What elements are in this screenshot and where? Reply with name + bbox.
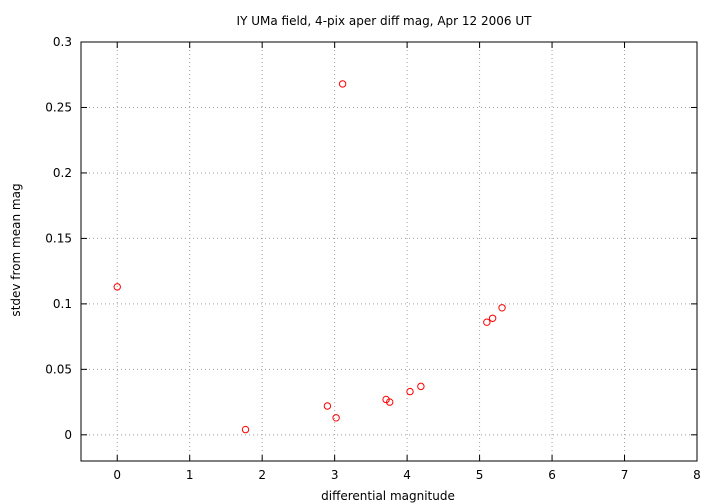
data-point xyxy=(332,414,340,422)
x-tick-label: 8 xyxy=(693,468,701,482)
y-tick-label: 0.3 xyxy=(53,35,72,49)
x-tick-label: 1 xyxy=(186,468,194,482)
x-tick-label: 4 xyxy=(403,468,411,482)
data-point xyxy=(417,382,425,391)
data-point xyxy=(338,80,347,88)
plot-frame xyxy=(80,41,698,462)
chart-title: IY UMa field, 4-pix aper diff mag, Apr 1… xyxy=(237,14,533,28)
y-tick-label: 0.2 xyxy=(53,166,72,180)
x-tick-label: 0 xyxy=(113,468,121,482)
y-tick-label: 0 xyxy=(64,428,72,442)
data-point xyxy=(483,318,491,326)
y-tick-label: 0.1 xyxy=(53,297,72,311)
y-tick-labels: 0 0.05 0.1 0.15 0.2 0.25 0.3 xyxy=(45,35,72,442)
x-tick-label: 5 xyxy=(476,468,484,482)
data-point xyxy=(241,425,250,434)
data-point xyxy=(113,283,121,291)
y-tick-label: 0.05 xyxy=(45,362,72,376)
x-tick-label: 6 xyxy=(548,468,556,482)
y-tick-label: 0.25 xyxy=(45,100,72,114)
axis-ticks xyxy=(81,41,698,461)
x-tick-label: 3 xyxy=(331,468,339,482)
data-point xyxy=(488,314,497,322)
data-points xyxy=(113,80,506,434)
x-tick-label: 2 xyxy=(258,468,266,482)
data-point xyxy=(323,402,332,410)
data-point xyxy=(406,387,414,396)
x-tick-labels: 0 1 2 3 4 5 6 7 8 xyxy=(113,468,700,482)
data-point xyxy=(498,304,506,312)
y-axis-label: stdev from mean mag xyxy=(9,183,23,316)
data-point xyxy=(386,398,394,406)
x-axis-label: differential magnitude xyxy=(321,489,455,503)
y-tick-label: 0.15 xyxy=(45,231,72,245)
x-tick-label: 7 xyxy=(621,468,629,482)
